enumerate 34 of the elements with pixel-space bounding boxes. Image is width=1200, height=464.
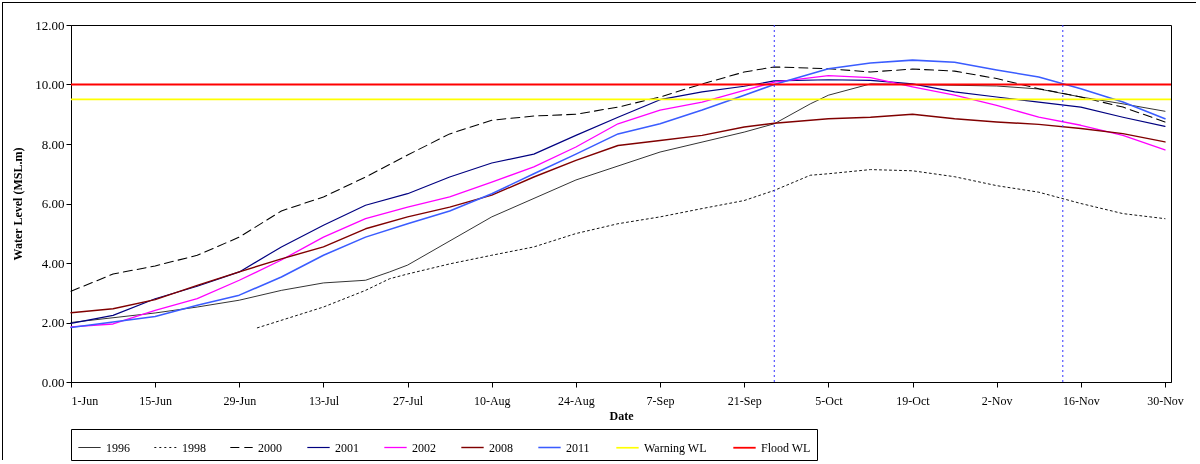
y-tick-label: 2.00 xyxy=(41,315,65,330)
legend-label: 2011 xyxy=(566,440,590,455)
x-axis-title: Date xyxy=(609,408,635,423)
y-tick-label: 4.00 xyxy=(41,255,65,271)
legend-label: 2002 xyxy=(412,440,436,455)
x-tick-label: 15-Jun xyxy=(139,393,172,408)
x-tick-label: 21-Sep xyxy=(727,393,762,408)
x-tick-label: 2-Nov xyxy=(981,393,1013,408)
line-series xyxy=(256,169,1166,329)
x-tick-label: 16-Nov xyxy=(1063,393,1100,408)
x-tick-label: 5-Oct xyxy=(815,393,844,408)
legend-label: 2000 xyxy=(258,440,282,455)
y-tick-label: 12.00 xyxy=(35,17,65,33)
legend-label: 1998 xyxy=(182,440,206,455)
y-axis-title: Water Level (MSL.m) xyxy=(11,147,26,261)
legend-label: 2008 xyxy=(489,440,513,455)
x-tick-label: 24-Aug xyxy=(558,393,595,408)
line-series xyxy=(70,113,1166,314)
legend-label: 1996 xyxy=(106,440,130,455)
y-tick-label: 6.00 xyxy=(41,196,65,211)
y-tick-label: 0.00 xyxy=(41,374,65,390)
x-tick-label: 7-Sep xyxy=(646,393,675,408)
x-tick-label: 13-Jul xyxy=(308,393,340,408)
y-tick-label: 8.00 xyxy=(41,136,65,152)
x-tick-label: 10-Aug xyxy=(473,393,511,408)
y-tick-label: 10.00 xyxy=(35,77,65,92)
legend-label: 2001 xyxy=(335,440,359,455)
legend-label: Warning WL xyxy=(644,440,707,455)
x-tick-label: 1-Jun xyxy=(71,393,99,408)
x-tick-label: 19-Oct xyxy=(896,393,931,408)
x-tick-label: 30-Nov xyxy=(1147,393,1184,408)
x-tick-label: 27-Jul xyxy=(393,393,424,408)
x-tick-label: 29-Jun xyxy=(223,393,257,408)
legend-label: Flood WL xyxy=(761,440,811,455)
